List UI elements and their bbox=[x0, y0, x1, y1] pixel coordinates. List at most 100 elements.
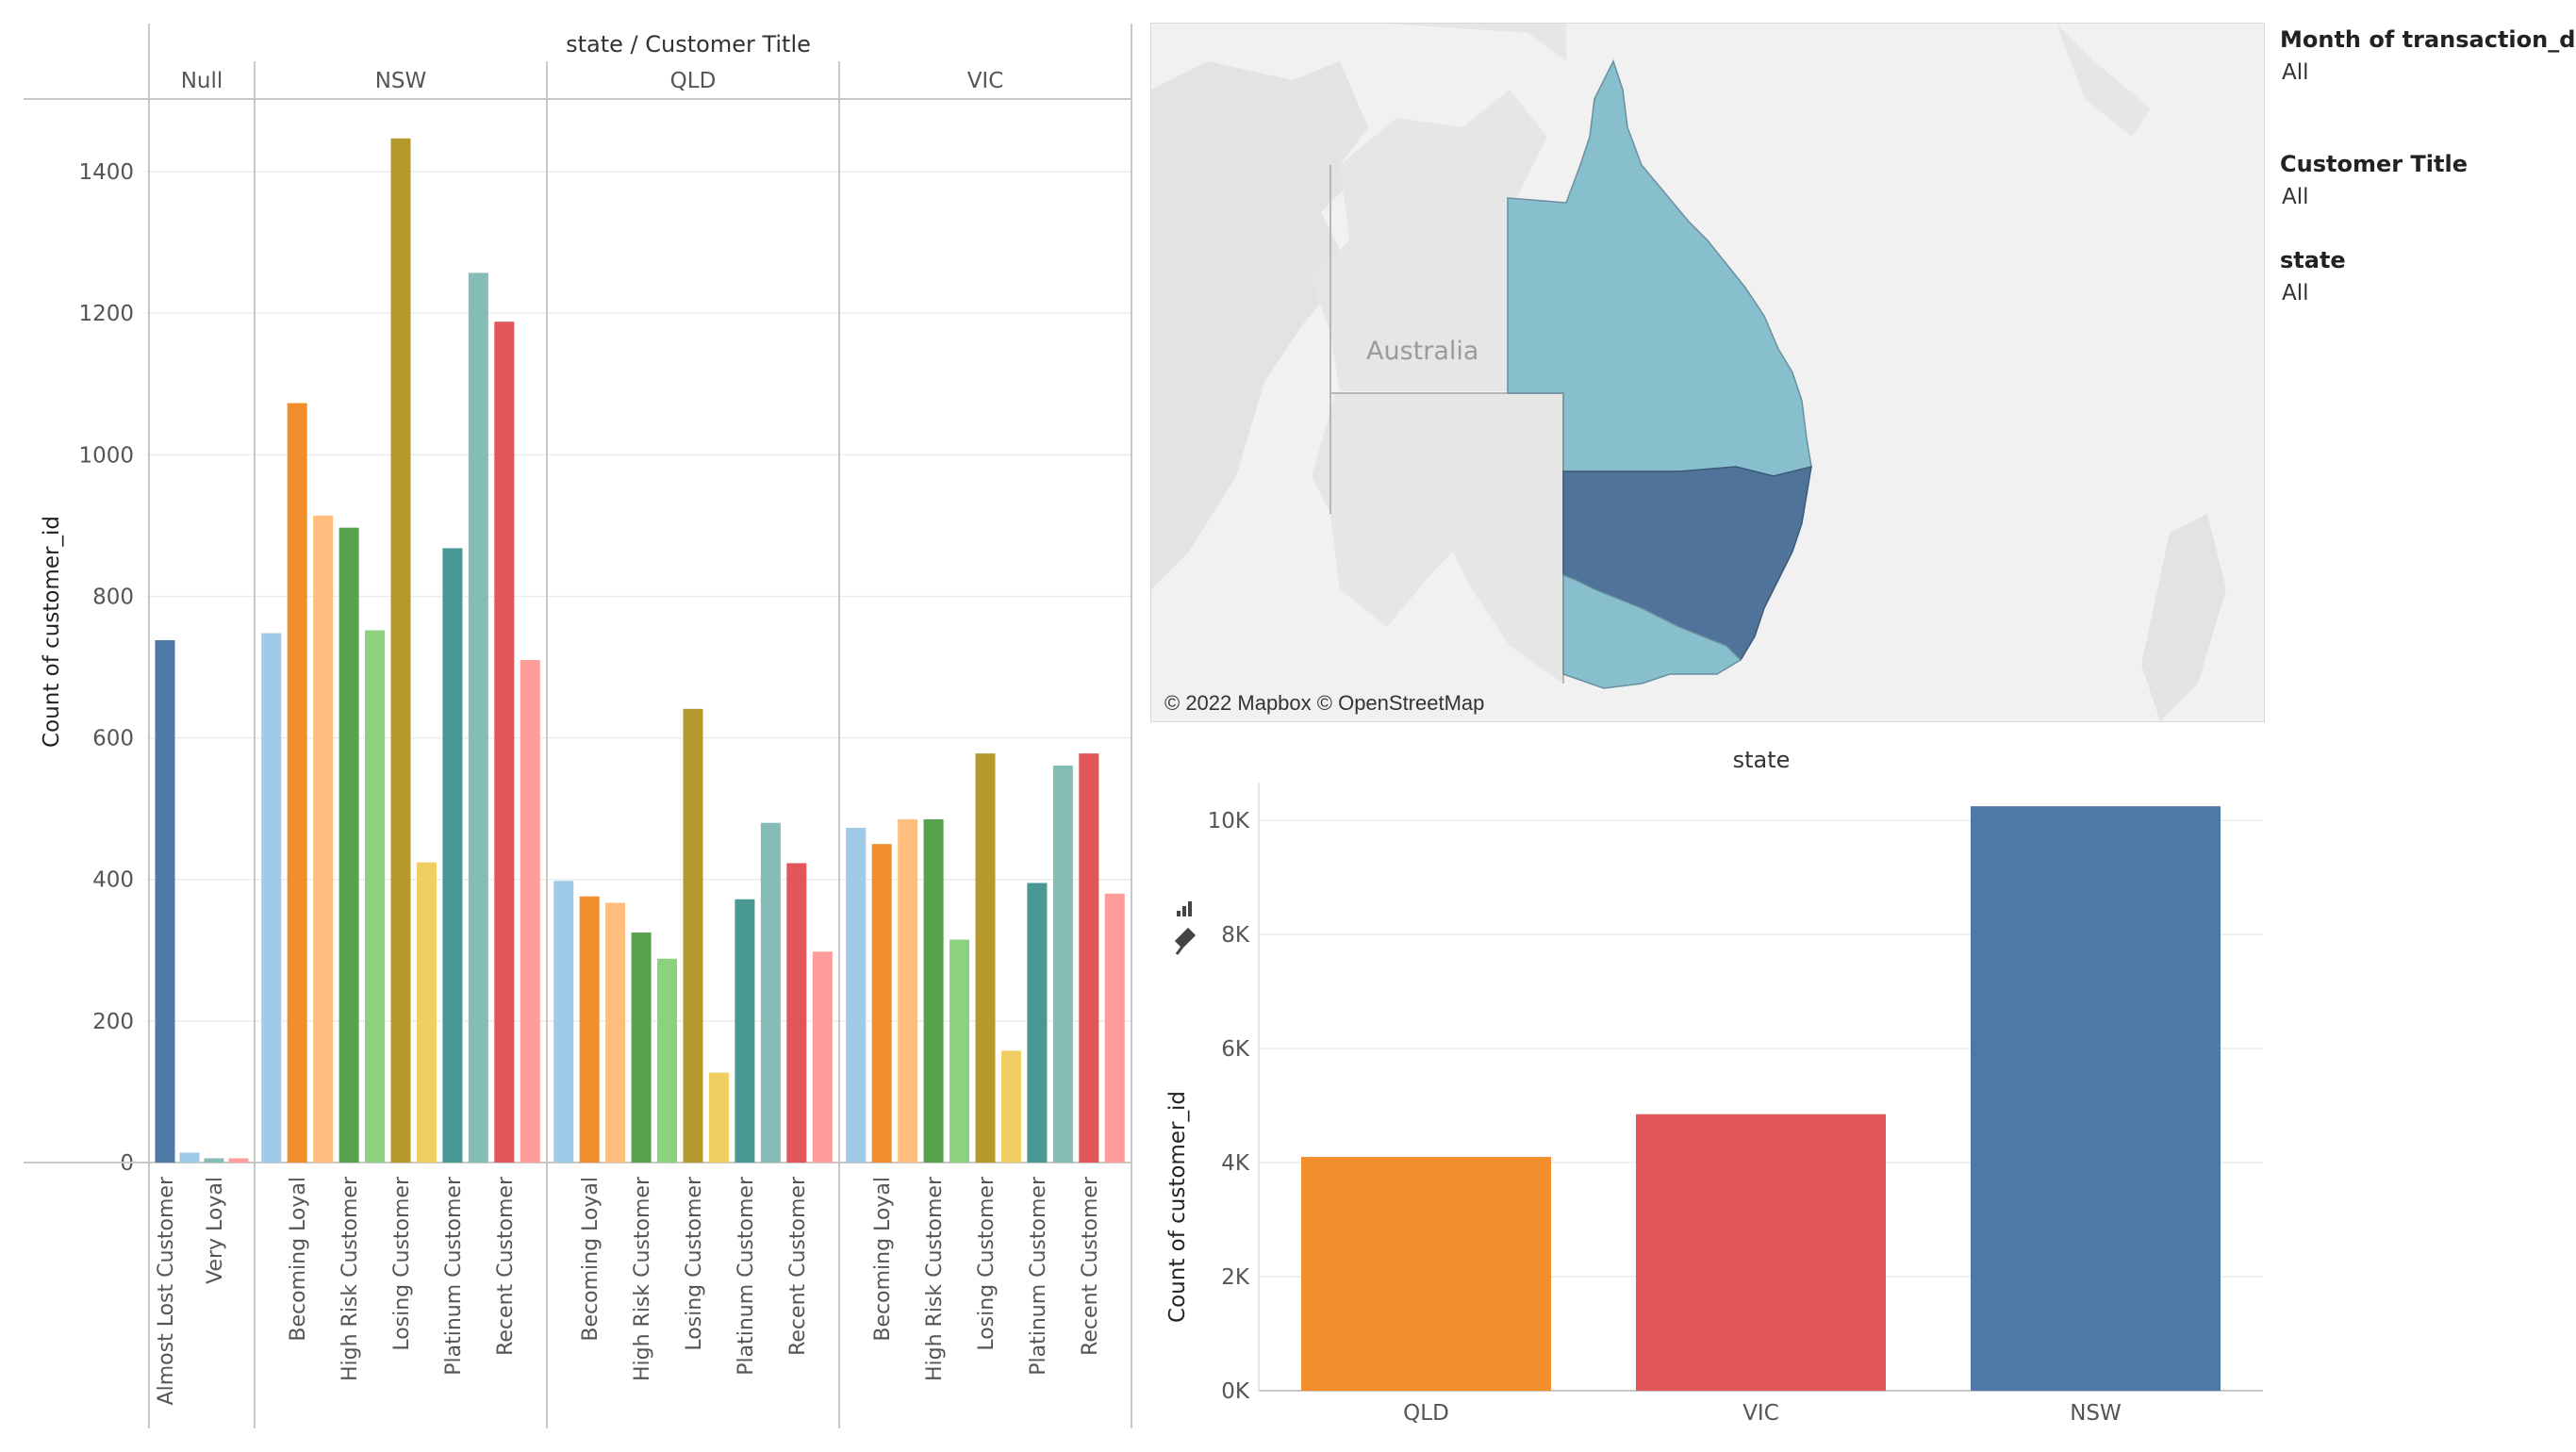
bar-vic bbox=[1636, 1114, 1886, 1391]
bar bbox=[416, 862, 437, 1163]
bar bbox=[287, 403, 307, 1163]
bar bbox=[313, 515, 334, 1163]
filter-state[interactable]: state All bbox=[2280, 247, 2563, 305]
bar bbox=[228, 1158, 249, 1163]
x-tick-label: High Risk Customer bbox=[339, 1176, 362, 1381]
bar bbox=[390, 138, 411, 1163]
sort-icon-bar bbox=[1188, 901, 1192, 916]
bar-qld bbox=[1301, 1157, 1551, 1391]
y-tick-label: 800 bbox=[92, 585, 134, 609]
right-y-axis-label: Count of customer_id bbox=[1165, 1091, 1190, 1323]
count-by-state-svg: state 0K 2K 4K 6K 8K 10K Count of customer_id QL… bbox=[1165, 747, 2263, 1426]
filter-customer-title[interactable]: Customer Title All bbox=[2280, 151, 2563, 209]
bar bbox=[179, 1152, 200, 1163]
state-vic[interactable] bbox=[1562, 573, 1742, 689]
y-tick-label: 600 bbox=[92, 727, 134, 751]
customer-title-by-state-chart: state / Customer Title020040060080010001… bbox=[0, 0, 1141, 1448]
filter-month-value[interactable]: All bbox=[2282, 60, 2309, 85]
left-y-axis-label: Count of customer_id bbox=[40, 516, 64, 748]
x-tick-label: Very Loyal bbox=[204, 1177, 227, 1284]
bar bbox=[579, 896, 600, 1163]
x-tick-label: Losing Customer bbox=[975, 1176, 999, 1351]
bar bbox=[494, 322, 515, 1163]
map-svg bbox=[1151, 24, 2264, 721]
bar bbox=[1052, 765, 1073, 1163]
x-tick-label: Platinum Customer bbox=[442, 1176, 466, 1376]
bar bbox=[683, 708, 703, 1163]
panel-label-qld: QLD bbox=[670, 69, 717, 93]
x-tick-label: Platinum Customer bbox=[1027, 1176, 1050, 1376]
panel-label-nsw: NSW bbox=[375, 69, 427, 93]
landmass-north bbox=[1387, 24, 1566, 61]
customer-title-chart-svg: state / Customer Title020040060080010001… bbox=[24, 24, 1132, 1428]
x-tick-label: Losing Customer bbox=[390, 1176, 414, 1351]
bar bbox=[442, 548, 463, 1163]
panel-label-null: Null bbox=[181, 69, 223, 93]
x-tick-label: QLD bbox=[1403, 1401, 1449, 1426]
bar bbox=[923, 818, 944, 1163]
x-tick-label: Becoming Loyal bbox=[871, 1177, 895, 1342]
bar bbox=[365, 630, 386, 1163]
bar bbox=[846, 827, 867, 1163]
y-tick-label: 1000 bbox=[78, 443, 134, 468]
x-tick-label: Recent Customer bbox=[786, 1176, 810, 1356]
count-by-state-chart: state 0K 2K 4K 6K 8K 10K Count of customer_id QL… bbox=[1150, 735, 2272, 1433]
y-tick-label: 10K bbox=[1208, 809, 1250, 833]
y-tick-label: 1200 bbox=[78, 302, 134, 326]
pin-icon bbox=[1174, 927, 1197, 955]
bar bbox=[1027, 883, 1048, 1163]
filter-customer-title-title: Customer Title bbox=[2280, 151, 2468, 177]
landmass-nt[interactable] bbox=[1312, 90, 1547, 391]
bar bbox=[657, 958, 678, 1163]
bar bbox=[760, 822, 781, 1163]
x-tick-label: VIC bbox=[1742, 1401, 1779, 1426]
bar bbox=[898, 818, 918, 1163]
x-tick-label: High Risk Customer bbox=[631, 1176, 654, 1381]
sort-icon-bar bbox=[1182, 906, 1186, 916]
sort-icon bbox=[1177, 901, 1192, 916]
panel-label-vic: VIC bbox=[967, 69, 1004, 93]
y-tick-label: 2K bbox=[1221, 1265, 1250, 1290]
y-tick-label: 400 bbox=[92, 868, 134, 893]
bar bbox=[553, 881, 574, 1163]
bar bbox=[631, 932, 652, 1163]
bar bbox=[155, 640, 175, 1163]
bar bbox=[812, 951, 833, 1163]
bar bbox=[1104, 893, 1125, 1163]
bar bbox=[871, 844, 892, 1163]
y-tick-label: 8K bbox=[1221, 923, 1250, 948]
filter-month-title: Month of transaction_da.. bbox=[2280, 26, 2576, 53]
map-country-label: Australia bbox=[1366, 337, 1479, 366]
filter-panel: Month of transaction_da.. All Customer T… bbox=[2280, 26, 2576, 343]
bar bbox=[708, 1072, 729, 1163]
bar bbox=[468, 272, 488, 1163]
filter-state-value[interactable]: All bbox=[2282, 281, 2309, 305]
bar bbox=[1079, 753, 1099, 1163]
bar bbox=[605, 902, 626, 1163]
y-tick-label: 200 bbox=[92, 1010, 134, 1034]
x-tick-label: Almost Lost Customer bbox=[155, 1176, 178, 1405]
y-tick-label: 0K bbox=[1221, 1379, 1250, 1404]
y-tick-label: 1400 bbox=[78, 160, 134, 185]
bar bbox=[1000, 1050, 1021, 1163]
left-chart-title: state / Customer Title bbox=[566, 31, 811, 58]
filter-state-title: state bbox=[2280, 247, 2346, 273]
bar-nsw bbox=[1971, 806, 2221, 1391]
bar bbox=[786, 863, 807, 1163]
filter-customer-title-value[interactable]: All bbox=[2282, 185, 2309, 209]
x-tick-label: Becoming Loyal bbox=[579, 1177, 603, 1342]
bar bbox=[975, 753, 996, 1163]
landmass-west bbox=[1151, 61, 1368, 589]
y-tick-label: 6K bbox=[1221, 1037, 1250, 1062]
state-map[interactable]: Australia © 2022 Mapbox © OpenStreetMap bbox=[1150, 23, 2265, 722]
x-tick-label: Recent Customer bbox=[1079, 1176, 1102, 1356]
x-tick-label: High Risk Customer bbox=[923, 1176, 947, 1381]
map-credit[interactable]: © 2022 Mapbox © OpenStreetMap bbox=[1164, 691, 1485, 715]
right-chart-title: state bbox=[1733, 747, 1791, 773]
x-tick-label: NSW bbox=[2070, 1401, 2122, 1426]
bar bbox=[735, 899, 755, 1163]
landmass-sa[interactable] bbox=[1312, 393, 1563, 684]
filter-month[interactable]: Month of transaction_da.. All bbox=[2280, 26, 2576, 85]
bar bbox=[261, 633, 282, 1163]
sort-icon-bar bbox=[1177, 911, 1181, 916]
